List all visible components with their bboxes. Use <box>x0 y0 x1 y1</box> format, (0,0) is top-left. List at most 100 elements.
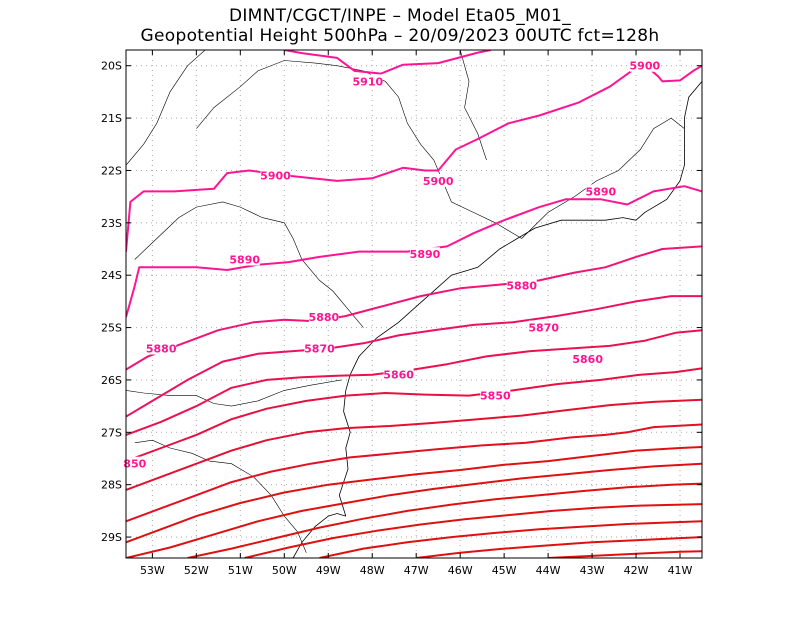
height-contours <box>126 50 702 558</box>
contour-label: 5870 <box>304 341 335 356</box>
contour-label-bg <box>585 184 616 198</box>
lat-tick-label: 26S <box>101 374 122 387</box>
contour-label: 5880 <box>146 341 177 356</box>
contour-label-text: 5890 <box>229 253 260 266</box>
lat-tick-label: 21S <box>101 112 122 125</box>
lon-tick-label: 49W <box>316 564 341 577</box>
state-border <box>126 379 342 407</box>
contour-label: 5860 <box>572 351 603 366</box>
contour-label: 5900 <box>423 173 454 188</box>
title-line-1: DIMNT/CGCT/INPE – Model Eta05_M01_ <box>228 6 572 26</box>
contour-label-bg <box>528 320 559 334</box>
contour-label: 5890 <box>586 184 617 198</box>
contour-5790 <box>244 503 702 558</box>
lon-tick-label: 51W <box>228 564 253 577</box>
lon-tick-label: 50W <box>272 564 297 577</box>
lon-tick-label: 41W <box>668 564 693 577</box>
title-line-2: Geopotential Height 500hPa – 20/09/2023 … <box>140 26 660 46</box>
contour-label-bg <box>409 247 440 261</box>
contour-label-text: 5900 <box>630 60 661 73</box>
contour-label-bg <box>629 58 660 72</box>
contour-label-text: 5890 <box>586 185 617 198</box>
contour-label: 5900 <box>260 168 291 183</box>
graticule-grid <box>126 50 702 558</box>
lat-tick-label: 25S <box>101 322 122 335</box>
contour-label: 850 <box>119 456 150 471</box>
contour-5840 <box>126 398 702 491</box>
contour-5780 <box>319 520 702 558</box>
contour-label-bg <box>423 173 454 187</box>
contour-label-text: 5870 <box>304 343 335 356</box>
contour-label: 5880 <box>506 278 537 293</box>
contour-label-text: 5880 <box>309 311 340 324</box>
lat-tick-label: 28S <box>101 479 122 492</box>
lon-tick-label: 43W <box>580 564 605 577</box>
contour-label: 5850 <box>480 388 511 403</box>
contour-5910 <box>284 50 492 75</box>
contour-label-text: 5860 <box>383 369 414 382</box>
lon-tick-label: 53W <box>140 564 165 577</box>
contour-label-text: 5900 <box>423 175 454 188</box>
contour-5770 <box>416 536 702 558</box>
lat-tick-label: 29S <box>101 531 122 544</box>
state-border <box>134 201 364 328</box>
contour-5880 <box>126 245 702 371</box>
contour-label: 5870 <box>528 320 559 335</box>
lon-tick-label: 42W <box>624 564 649 577</box>
lat-tick-label: 27S <box>101 426 122 439</box>
coastline-segment <box>292 513 346 558</box>
state-border <box>521 117 685 239</box>
contour-5850 <box>126 367 702 463</box>
contour-label-text: 5890 <box>410 248 441 261</box>
contour-label-bg <box>480 388 511 402</box>
plot-frame <box>125 49 703 559</box>
state-border <box>126 50 206 166</box>
contour-5760 <box>548 550 702 558</box>
contour-5820 <box>126 446 702 544</box>
contour-label-bg <box>119 456 150 470</box>
contour-label: 5890 <box>410 247 441 261</box>
contour-5900 <box>126 63 702 252</box>
lat-tick-label: 22S <box>101 164 122 177</box>
lat-tick-label: 20S <box>101 60 122 73</box>
contour-label-text: 5850 <box>480 390 511 403</box>
contour-label-bg <box>572 351 603 365</box>
contour-label: 5860 <box>383 367 414 382</box>
lon-tick-label: 45W <box>492 564 517 577</box>
state-borders <box>126 50 685 553</box>
coastline-segment <box>338 81 702 517</box>
lon-tick-label: 44W <box>536 564 561 577</box>
contour-label-bg <box>352 74 383 88</box>
lat-tick-label: 24S <box>101 269 122 282</box>
contour-label-text: 5900 <box>260 170 291 183</box>
state-border <box>134 439 307 553</box>
contour-label-bg <box>304 341 335 355</box>
contour-label-bg <box>506 278 537 292</box>
contour-label: 5900 <box>629 58 661 73</box>
lon-tick-label: 48W <box>360 564 385 577</box>
contour-label-text: 5860 <box>572 353 603 366</box>
contour-label-bg <box>260 168 291 182</box>
contour-5860 <box>126 329 702 436</box>
contour-5830 <box>126 423 702 523</box>
axes: 20S 21S 22S 23S 24S 25S 26S 27S 28S 29S 53W 52W 51W 5… <box>101 50 702 577</box>
contour-5890 <box>126 185 702 318</box>
contour-label: 5880 <box>309 310 340 324</box>
lat-tick-label: 23S <box>101 217 122 230</box>
state-border <box>196 60 522 239</box>
contour-label: 5890 <box>229 252 260 266</box>
lon-tick-label: 52W <box>184 564 209 577</box>
contour-label-bg <box>229 252 260 266</box>
contour-label: 5910 <box>352 74 384 88</box>
contour-label-text: 5870 <box>528 322 559 335</box>
contour-label-text: 850 <box>123 458 146 471</box>
contour-label-text: 5910 <box>353 75 384 88</box>
contour-label-bg <box>146 341 177 355</box>
lon-tick-label: 46W <box>448 564 473 577</box>
contour-labels: 5910 5900 5900 5900 5890 5890 5890 5880 5880 5880… <box>119 58 661 471</box>
contour-label-text: 5880 <box>506 280 537 293</box>
contour-label-bg <box>308 310 339 324</box>
lon-tick-label: 47W <box>404 564 429 577</box>
contour-5800 <box>187 482 702 558</box>
